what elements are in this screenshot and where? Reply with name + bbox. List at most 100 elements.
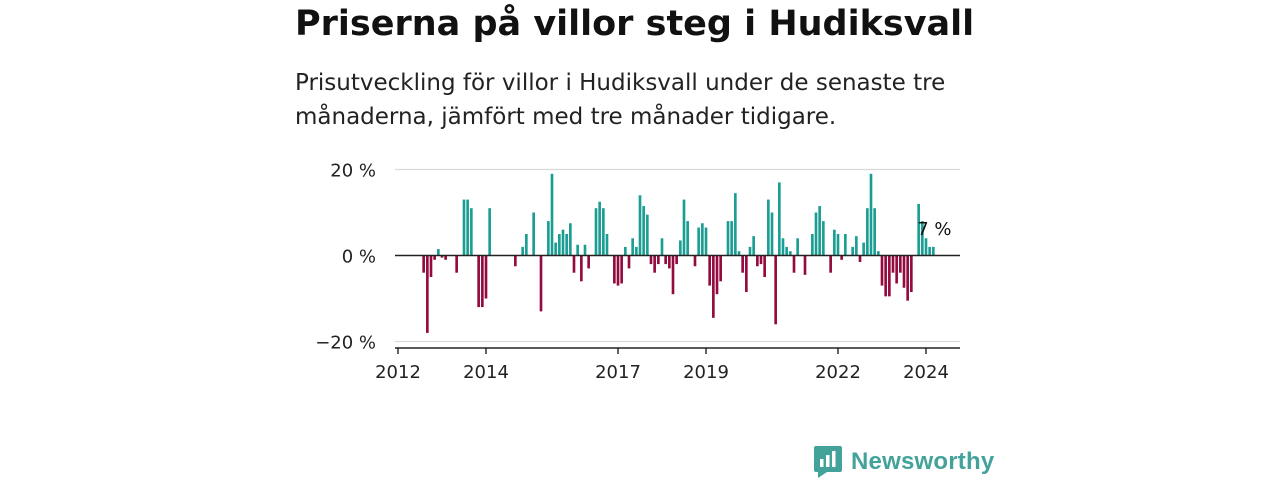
bar [671, 255, 675, 295]
bar [708, 255, 711, 286]
last-value-label: 7 % [917, 219, 951, 240]
bar [686, 221, 689, 256]
bar [888, 255, 891, 297]
newsworthy-brand[interactable]: Newsworthy [813, 444, 994, 480]
bar [602, 208, 605, 256]
bar [569, 223, 572, 256]
bar [902, 255, 906, 288]
bar [767, 199, 770, 256]
bar [440, 255, 444, 258]
bar [748, 246, 752, 256]
bar [484, 255, 488, 299]
annotations: 7 % [917, 219, 951, 240]
bar [873, 208, 876, 256]
bar [932, 246, 935, 256]
bar [906, 255, 909, 301]
bar [620, 255, 623, 284]
bar [814, 212, 818, 256]
bar [598, 201, 601, 256]
bar [701, 223, 704, 256]
bar [884, 255, 887, 297]
bar [627, 255, 631, 269]
bar [580, 255, 583, 282]
bar [811, 234, 814, 256]
bar [525, 234, 528, 256]
bar [682, 199, 686, 256]
bar [866, 208, 869, 256]
bar [737, 251, 741, 256]
bar [921, 221, 924, 256]
bar [869, 173, 873, 256]
y-tick-label: 0 % [342, 247, 376, 268]
bar [745, 255, 748, 293]
bar [547, 221, 550, 256]
bar [880, 255, 884, 286]
bar [719, 255, 722, 282]
bar [455, 255, 458, 273]
bar [715, 255, 719, 295]
bar [928, 246, 931, 256]
bar [613, 255, 616, 284]
bar [741, 255, 744, 273]
chart-title: Priserna på villor steg i Hudiksvall [295, 4, 975, 44]
bar-series [422, 173, 935, 333]
bar [796, 238, 799, 256]
bar [822, 221, 825, 256]
bar [855, 236, 858, 256]
bar [481, 255, 484, 308]
bar [818, 206, 821, 256]
bar [844, 234, 847, 256]
y-tick-label: 20 % [330, 161, 376, 182]
bar [668, 255, 671, 269]
bar [433, 255, 436, 260]
bar [550, 173, 554, 256]
bar [561, 229, 565, 256]
bar [785, 246, 788, 256]
bar [778, 182, 781, 256]
bar [899, 255, 902, 273]
bar [462, 199, 466, 256]
bar [924, 238, 928, 256]
bar [877, 251, 880, 256]
chart-subtitle: Prisutveckling för villor i Hudiksvall u… [295, 70, 946, 130]
bar [862, 242, 865, 256]
bar [752, 236, 755, 256]
bar [759, 255, 763, 265]
bar [521, 246, 524, 256]
bar [774, 255, 777, 325]
bar [851, 246, 854, 256]
bar [833, 229, 836, 256]
bar [917, 203, 920, 256]
bar [693, 255, 697, 267]
bar [532, 212, 535, 256]
bar [858, 255, 862, 262]
x-tick-label: 2022 [815, 362, 861, 383]
bar [587, 255, 590, 269]
x-tick-label: 2024 [903, 362, 949, 383]
bar [576, 244, 579, 256]
bar [616, 255, 620, 286]
bar [781, 238, 785, 256]
x-tick-label: 2012 [375, 362, 421, 383]
bar [638, 195, 642, 256]
bar [789, 251, 792, 256]
bar [429, 255, 433, 277]
brand-name: Newsworthy [851, 448, 995, 475]
bar [730, 221, 733, 256]
bar [646, 214, 649, 256]
bar [660, 238, 664, 256]
bar [756, 255, 759, 267]
bar [836, 234, 840, 256]
bar [466, 199, 469, 256]
bar [649, 255, 653, 265]
bar [697, 227, 700, 256]
x-axis: 2012 2014 2017 2019 2022 2024 [375, 347, 960, 383]
bar [572, 255, 576, 273]
bar [675, 255, 678, 265]
gridlines [395, 168, 960, 343]
bar [437, 249, 440, 256]
bar [594, 208, 598, 256]
newsworthy-logo-icon [814, 446, 842, 478]
bar [605, 234, 609, 256]
bar [554, 242, 557, 256]
